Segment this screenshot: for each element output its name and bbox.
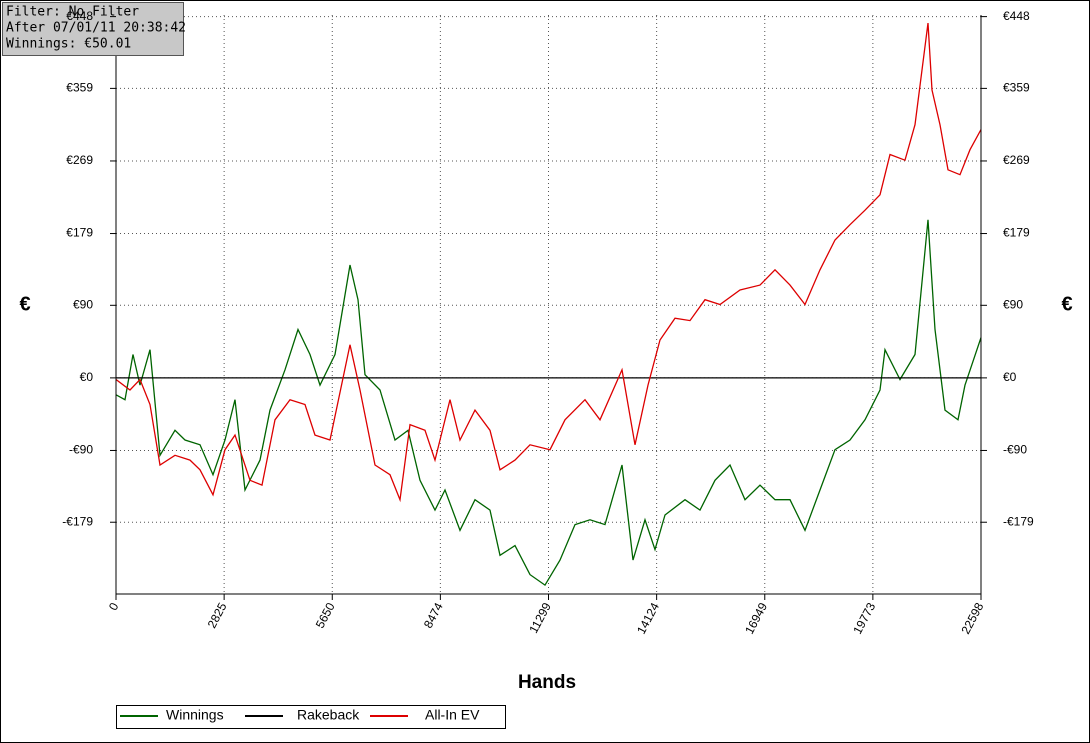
legend-label: Winnings	[166, 707, 224, 723]
info-text: Filter: No Filter	[6, 5, 139, 20]
y-tick-label: €359	[66, 81, 93, 95]
legend-entries: Winnings Rakeback All-In EV	[120, 707, 480, 723]
y-tick-label: €448	[66, 9, 93, 23]
x-axis-label: Hands	[518, 672, 576, 693]
info-text: After 07/01/11 20:38:42	[6, 21, 186, 36]
y2-tick-label: -€179	[1003, 514, 1034, 528]
legend	[116, 705, 506, 729]
y-tick-label: €90	[73, 297, 93, 311]
y2-tick-label: €269	[1003, 153, 1030, 167]
y2-tick-label: €0	[1003, 370, 1017, 384]
legend-label: Rakeback	[297, 707, 360, 723]
info-box	[2, 2, 184, 56]
series-line	[116, 23, 981, 503]
plot-lines	[116, 23, 981, 587]
series-line	[116, 219, 981, 587]
y2-axis-label: €	[1061, 293, 1072, 315]
y-tick-label: €179	[66, 226, 93, 240]
info-text: Winnings: €50.01	[6, 37, 131, 52]
y2-tick-label: €90	[1003, 297, 1023, 311]
y2-tick-label: €359	[1003, 81, 1030, 95]
y-tick-label: -€179	[62, 514, 93, 528]
y-tick-label: -€90	[69, 443, 93, 457]
y-axis-label: €	[19, 293, 30, 315]
y2-tick-label: €179	[1003, 226, 1030, 240]
y-tick-label: €269	[66, 153, 93, 167]
legend-label: All-In EV	[425, 707, 480, 723]
y2-tick-label: €448	[1003, 9, 1030, 23]
y2-tick-label: -€90	[1003, 443, 1027, 457]
y-tick-label: €0	[80, 370, 94, 384]
